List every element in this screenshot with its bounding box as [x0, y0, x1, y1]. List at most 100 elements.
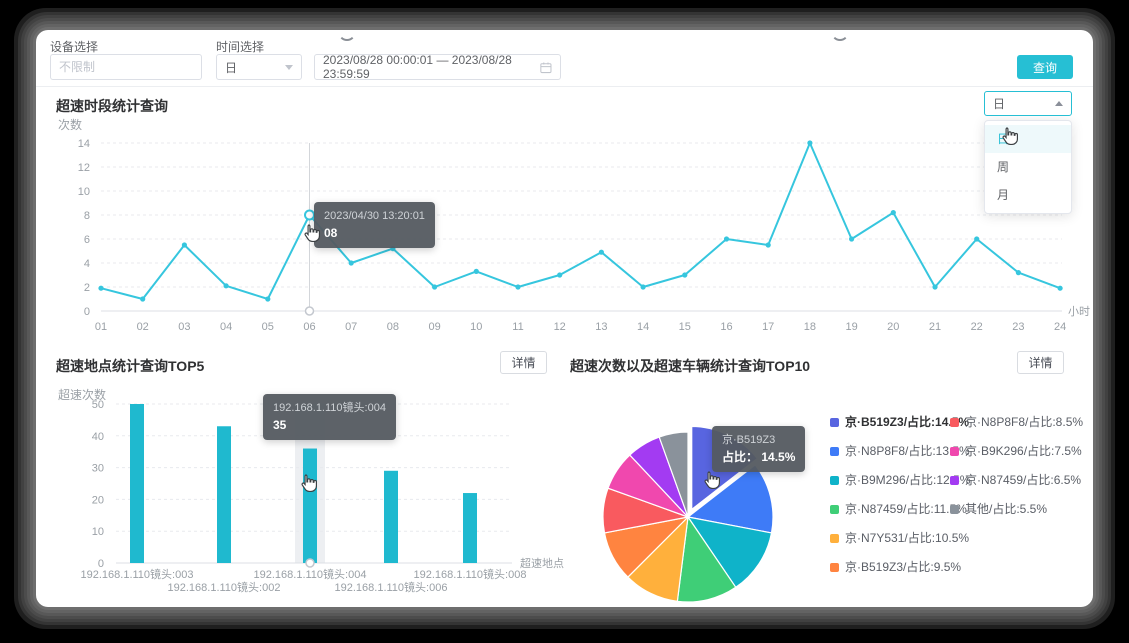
legend-item[interactable]: 京·N87459/占比:6.5% — [950, 472, 1081, 488]
svg-text:16: 16 — [720, 321, 732, 333]
spinner-icon — [338, 30, 356, 41]
line-point[interactable] — [140, 296, 146, 302]
svg-text:12: 12 — [78, 162, 90, 174]
svg-text:2: 2 — [84, 282, 90, 294]
line-point[interactable] — [265, 296, 271, 302]
unit-select[interactable]: 日 — [984, 91, 1072, 116]
legend-item[interactable]: 京·B9M296/占比:12.5% — [830, 472, 970, 488]
line-point[interactable] — [1015, 270, 1022, 276]
line-series — [100, 142, 1061, 300]
chevron-down-icon — [285, 64, 293, 70]
device-select-input[interactable] — [50, 54, 202, 80]
line-point[interactable] — [682, 272, 688, 278]
date-range-input[interactable]: 2023/08/28 00:00:01 — 2023/08/28 23:59:5… — [314, 53, 561, 81]
legend-swatch — [950, 504, 959, 514]
svg-text:192.168.1.110镜头:003: 192.168.1.110镜头:003 — [81, 567, 194, 581]
unit-select-menu: 日周月 — [984, 120, 1072, 214]
line-point[interactable] — [1057, 285, 1063, 291]
line-point[interactable] — [181, 242, 187, 248]
svg-text:06: 06 — [303, 321, 315, 333]
dashboard-window: 设备选择 时间选择 日 2023/08/28 00:00:01 — 2023/0… — [36, 30, 1093, 607]
legend-swatch — [950, 446, 959, 456]
line-point[interactable] — [723, 236, 730, 242]
svg-text:23: 23 — [1012, 321, 1024, 333]
svg-text:17: 17 — [762, 321, 774, 333]
line-point[interactable] — [223, 283, 229, 289]
line-point[interactable] — [932, 284, 938, 290]
bar[interactable] — [463, 493, 477, 563]
svg-text:01: 01 — [95, 321, 107, 333]
svg-text:13: 13 — [595, 321, 607, 333]
unit-select-option[interactable]: 日 — [985, 125, 1071, 153]
pie-chart-svg[interactable] — [570, 380, 1093, 607]
pie-slice[interactable] — [658, 431, 689, 518]
svg-text:09: 09 — [428, 321, 440, 333]
divider — [36, 86, 1093, 87]
svg-text:192.168.1.110镜头:002: 192.168.1.110镜头:002 — [168, 580, 281, 594]
unit-select-option[interactable]: 周 — [997, 160, 1010, 174]
legend-swatch — [830, 475, 839, 485]
svg-text:50: 50 — [92, 399, 104, 411]
unit-select-value: 日 — [993, 97, 1006, 111]
svg-text:8: 8 — [84, 210, 90, 222]
bar-chart[interactable]: 0 10 20 30 40 50 192.168.1.110镜头:003 192.168.1.… — [56, 380, 566, 602]
line-chart[interactable]: 0 2 4 6 8 10 12 14 01 02 03 04 05 06 07 08 09 10 11 12 13 14 1… — [56, 130, 1090, 345]
svg-text:超速地点: 超速地点 — [520, 556, 564, 570]
svg-text:192.168.1.110镜头:004: 192.168.1.110镜头:004 — [254, 567, 367, 581]
line-point[interactable] — [849, 236, 855, 242]
line-point[interactable] — [557, 272, 563, 278]
legend-swatch — [830, 562, 839, 572]
legend-item[interactable]: 京·N8P8F8/占比:13.5% — [830, 443, 970, 459]
svg-text:12: 12 — [554, 321, 566, 333]
legend-item[interactable]: 其他/占比:5.5% — [950, 501, 1047, 517]
svg-text:20: 20 — [887, 321, 899, 333]
granularity-select[interactable]: 日 — [216, 54, 302, 80]
bar-y-axis-label: 超速次数 — [58, 388, 107, 402]
svg-text:24: 24 — [1054, 321, 1066, 333]
legend-item[interactable]: 京·B9K296/占比:7.5% — [950, 443, 1082, 459]
line-point[interactable] — [473, 268, 479, 274]
line-point[interactable] — [98, 285, 104, 291]
bar[interactable] — [130, 404, 144, 563]
pie-slice[interactable] — [686, 516, 773, 589]
line-point[interactable] — [598, 249, 605, 255]
line-point[interactable] — [807, 140, 813, 146]
line-point[interactable] — [765, 242, 771, 248]
line-point[interactable] — [890, 210, 896, 216]
pie-chart[interactable]: 京·B519Z3/占比:14.5% 京·N8P8F8/占比:13.5% 京·B9M2… — [570, 380, 1093, 607]
pie-tooltip: 京·B519Z3 占比： 14.5% — [712, 426, 806, 472]
legend-item[interactable]: 京·N8P8F8/占比:8.5% — [950, 414, 1083, 430]
pie-detail-button[interactable]: 详情 — [1017, 351, 1064, 374]
bar[interactable] — [384, 470, 398, 563]
time-select-label: 时间选择 — [216, 40, 265, 54]
date-range-value: 2023/08/28 00:00:01 — 2023/08/28 23:59:5… — [323, 53, 512, 81]
line-point[interactable] — [432, 284, 438, 290]
svg-text:03: 03 — [178, 321, 190, 333]
legend-swatch — [830, 504, 839, 514]
line-point-active[interactable] — [304, 209, 315, 221]
legend-swatch — [830, 446, 839, 456]
legend-swatch — [830, 533, 839, 543]
line-point[interactable] — [974, 236, 980, 242]
line-section-title: 超速时段统计查询 — [56, 98, 168, 114]
line-point[interactable] — [515, 284, 521, 290]
svg-text:40: 40 — [92, 431, 104, 443]
unit-select-option[interactable]: 月 — [997, 188, 1010, 202]
line-point[interactable] — [348, 260, 354, 266]
svg-text:小时: 小时 — [1068, 305, 1090, 318]
svg-text:20: 20 — [92, 494, 104, 506]
legend-item[interactable]: 京·N87459/占比:11.5% — [830, 501, 967, 517]
bar-detail-button[interactable]: 详情 — [500, 351, 547, 374]
pie-section-title: 超速次数以及超速车辆统计查询TOP10 — [570, 358, 811, 374]
line-point[interactable] — [640, 284, 646, 290]
svg-text:4: 4 — [84, 258, 90, 270]
bar[interactable] — [303, 448, 317, 563]
query-button[interactable]: 查询 — [1017, 55, 1073, 79]
legend-item[interactable]: 京·N7Y531/占比:10.5% — [830, 530, 969, 546]
legend-item[interactable]: 京·B519Z3/占比:9.5% — [830, 559, 961, 575]
legend-item[interactable]: 京·B519Z3/占比:14.5% — [830, 414, 969, 430]
bar[interactable] — [217, 426, 231, 563]
svg-text:14: 14 — [637, 321, 649, 333]
chevron-up-icon — [1055, 101, 1063, 106]
